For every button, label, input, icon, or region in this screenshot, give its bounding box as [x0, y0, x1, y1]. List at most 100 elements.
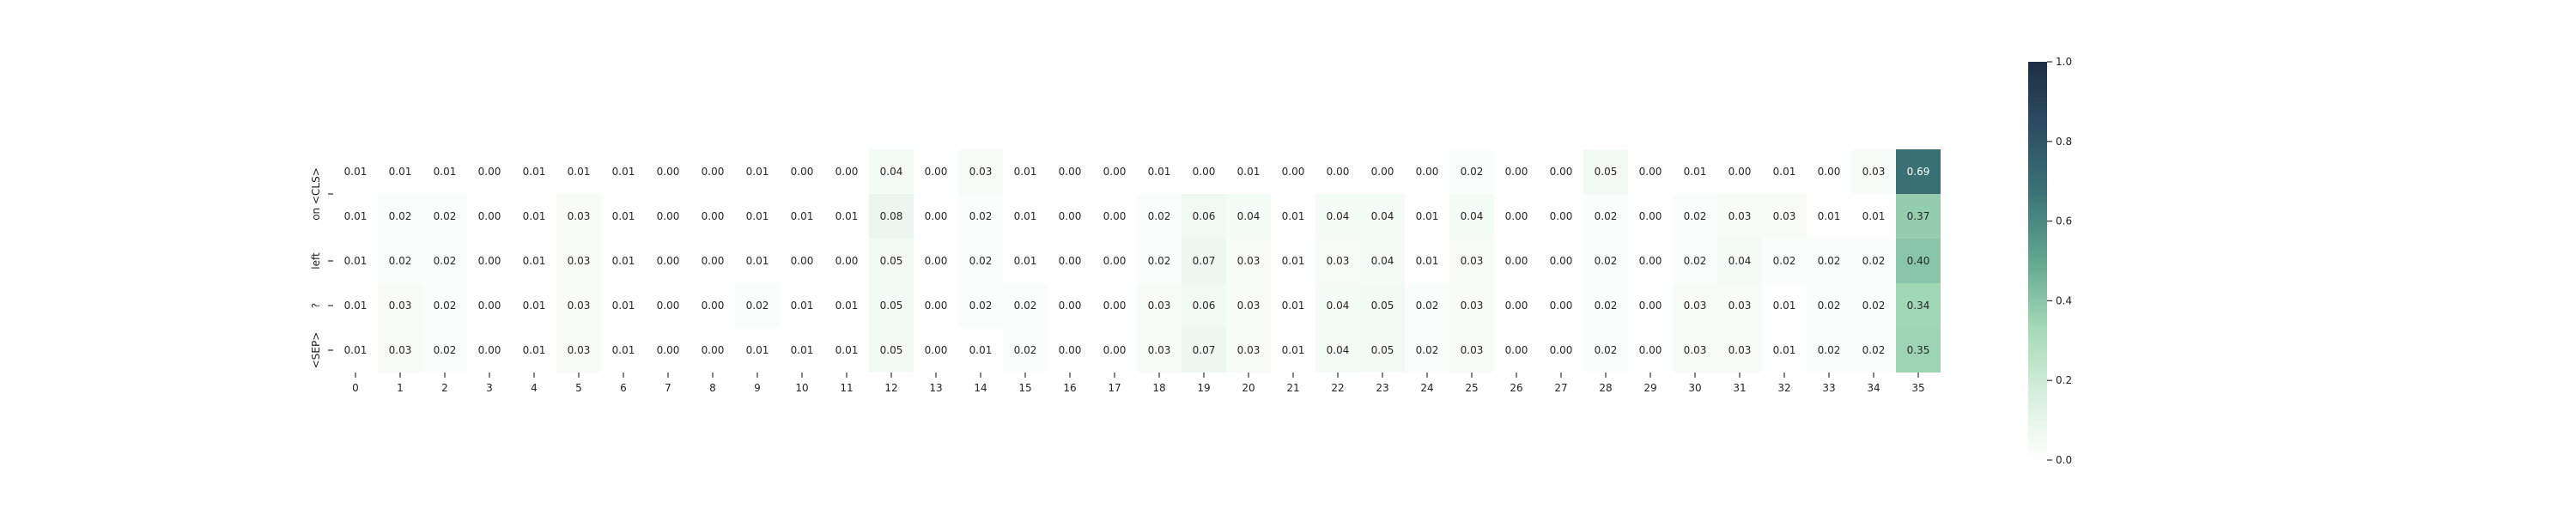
heatmap-cell-label: 0.01 [523, 300, 546, 312]
heatmap-cell [1405, 194, 1449, 239]
heatmap-cell-label: 0.00 [1327, 166, 1350, 178]
x-tick-label: 9 [754, 382, 761, 394]
heatmap-cell [512, 283, 556, 328]
heatmap-cell [1360, 239, 1405, 283]
heatmap-cell [1137, 239, 1182, 283]
heatmap-cell [422, 194, 467, 239]
heatmap-cell [1583, 149, 1628, 194]
x-tick-label: 23 [1376, 382, 1388, 394]
heatmap-cell-label: 0.03 [1237, 300, 1261, 312]
heatmap-cell-label: 0.00 [1371, 166, 1394, 178]
heatmap-cell [556, 328, 601, 373]
heatmap-cell [333, 283, 378, 328]
x-tick-label: 3 [486, 382, 493, 394]
heatmap-cell [512, 328, 556, 373]
heatmap-cell-label: 0.02 [1416, 300, 1439, 312]
heatmap-cell [467, 283, 512, 328]
heatmap-cell [780, 149, 824, 194]
heatmap-cell-label: 0.01 [1684, 166, 1707, 178]
heatmap-cell [1360, 194, 1405, 239]
heatmap-cell [1137, 328, 1182, 373]
colorbar-gradient [2028, 62, 2047, 460]
heatmap-cell [1048, 283, 1092, 328]
heatmap-cell-label: 0.02 [434, 300, 457, 312]
x-tick-label: 15 [1018, 382, 1031, 394]
heatmap-cell-label: 0.03 [1237, 255, 1261, 267]
heatmap-cell [780, 194, 824, 239]
heatmap-cell-label: 0.01 [1282, 300, 1305, 312]
heatmap-cell [1405, 149, 1449, 194]
heatmap-cell [1762, 149, 1807, 194]
heatmap-cell-label: 0.02 [1014, 300, 1037, 312]
colorbar-tick-label: 0.8 [2056, 136, 2072, 148]
heatmap-cell-label: 0.04 [1728, 255, 1752, 267]
heatmap-cell-label: 0.01 [1416, 255, 1439, 267]
y-tick-label: left [310, 252, 322, 270]
heatmap-cell-label: 0.02 [1684, 210, 1707, 222]
heatmap-cell-label: 0.04 [1327, 300, 1350, 312]
heatmap-cell-label: 0.00 [791, 255, 814, 267]
heatmap-cell [1762, 283, 1807, 328]
heatmap-cell-label: 0.01 [1014, 166, 1037, 178]
heatmap-cell [467, 328, 512, 373]
y-tick-label: <SEP> [310, 332, 322, 369]
heatmap-cell [646, 239, 690, 283]
x-tick-label: 0 [352, 382, 359, 394]
heatmap-cell-label: 0.01 [791, 210, 814, 222]
heatmap-cell-label: 0.00 [1103, 344, 1127, 356]
x-tick-label: 35 [1911, 382, 1924, 394]
x-tick-label: 34 [1867, 382, 1880, 394]
heatmap-cell-label: 0.02 [1862, 344, 1886, 356]
x-tick-label: 19 [1197, 382, 1210, 394]
heatmap-cell [1226, 328, 1271, 373]
heatmap-cell-label: 0.01 [746, 210, 769, 222]
heatmap-cell-label: 0.01 [1237, 166, 1261, 178]
heatmap-cell-label: 0.02 [1461, 166, 1484, 178]
heatmap-cell-label: 0.06 [1193, 210, 1216, 222]
heatmap-cell-label: 0.02 [1595, 255, 1618, 267]
heatmap-cell-label: 0.00 [925, 166, 948, 178]
heatmap-cell [1807, 328, 1851, 373]
x-tick-label: 14 [974, 382, 987, 394]
colorbar-tick-label: 0.0 [2056, 454, 2072, 466]
heatmap-cell-label: 0.01 [1148, 166, 1171, 178]
heatmap-cell [1539, 149, 1583, 194]
heatmap-cell [1182, 239, 1226, 283]
heatmap-cell [1851, 239, 1896, 283]
heatmap-cell-label: 0.00 [791, 166, 814, 178]
heatmap-cell-label: 0.00 [702, 166, 725, 178]
heatmap-cell-label: 0.01 [1862, 210, 1886, 222]
heatmap-cell [1494, 149, 1539, 194]
heatmap-cell-label: 0.01 [523, 344, 546, 356]
heatmap-cell [780, 239, 824, 283]
heatmap-cell-label: 0.01 [791, 344, 814, 356]
heatmap-cell [735, 149, 780, 194]
heatmap-cell [1717, 149, 1762, 194]
x-tick-label: 25 [1465, 382, 1478, 394]
heatmap-cell [1762, 328, 1807, 373]
y-tick-label: on <CLS> [310, 167, 322, 221]
heatmap-cell [1182, 283, 1226, 328]
heatmap-cell [958, 194, 1003, 239]
heatmap-cell-label: 0.00 [702, 300, 725, 312]
heatmap-cell [1226, 283, 1271, 328]
heatmap-cell [556, 283, 601, 328]
heatmap-cell-label: 0.03 [1728, 344, 1752, 356]
heatmap-cell-label: 0.00 [657, 300, 680, 312]
heatmap-cell-label: 0.05 [880, 344, 903, 356]
heatmap-cell [1807, 149, 1851, 194]
heatmap-cell [1360, 149, 1405, 194]
heatmap-cell-label: 0.00 [657, 166, 680, 178]
heatmap-cell [333, 194, 378, 239]
heatmap-cell [1137, 149, 1182, 194]
heatmap-cell [556, 194, 601, 239]
heatmap-cell [556, 239, 601, 283]
heatmap-cell-label: 0.02 [1862, 255, 1886, 267]
heatmap-cell-label: 0.00 [1059, 255, 1082, 267]
heatmap-cell-label: 0.03 [1327, 255, 1350, 267]
heatmap-cell [378, 149, 422, 194]
heatmap-cell-label: 0.00 [478, 255, 501, 267]
heatmap-cell-label: 0.00 [1550, 344, 1573, 356]
heatmap-cell [824, 283, 869, 328]
heatmap-cell-label: 0.02 [1595, 300, 1618, 312]
